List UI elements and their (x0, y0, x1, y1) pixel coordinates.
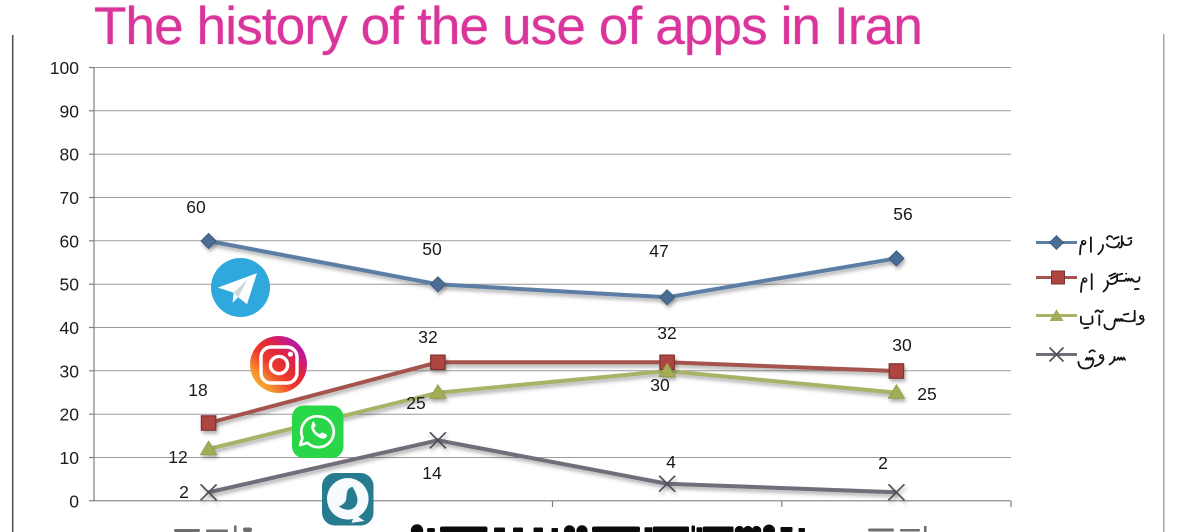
svg-text:90: 90 (60, 101, 80, 121)
svg-text:12: 12 (168, 447, 187, 467)
svg-text:32: 32 (657, 323, 676, 343)
svg-text:25: 25 (917, 384, 936, 404)
svg-text:25: 25 (406, 393, 425, 413)
svg-text:40: 40 (60, 318, 80, 338)
svg-text:4: 4 (666, 452, 676, 472)
svg-text:50: 50 (422, 239, 442, 259)
svg-text:100: 100 (50, 58, 79, 78)
svg-text:14: 14 (422, 463, 442, 483)
svg-text:60: 60 (186, 197, 206, 217)
svg-text:50: 50 (60, 275, 80, 295)
svg-text:47: 47 (649, 241, 668, 261)
svg-text:0: 0 (69, 491, 79, 511)
svg-text:30: 30 (650, 375, 670, 395)
svg-text:32: 32 (418, 327, 437, 347)
svg-text:10: 10 (60, 448, 80, 468)
svg-text:80: 80 (60, 145, 80, 165)
svg-text:60: 60 (60, 231, 80, 251)
svg-text:70: 70 (60, 188, 80, 208)
svg-text:20: 20 (60, 405, 80, 425)
svg-text:56: 56 (893, 204, 912, 224)
svg-text:2: 2 (179, 482, 189, 502)
svg-text:18: 18 (188, 380, 207, 400)
svg-text:2: 2 (878, 453, 888, 473)
svg-text:30: 30 (892, 335, 912, 355)
svg-text:30: 30 (60, 361, 80, 381)
